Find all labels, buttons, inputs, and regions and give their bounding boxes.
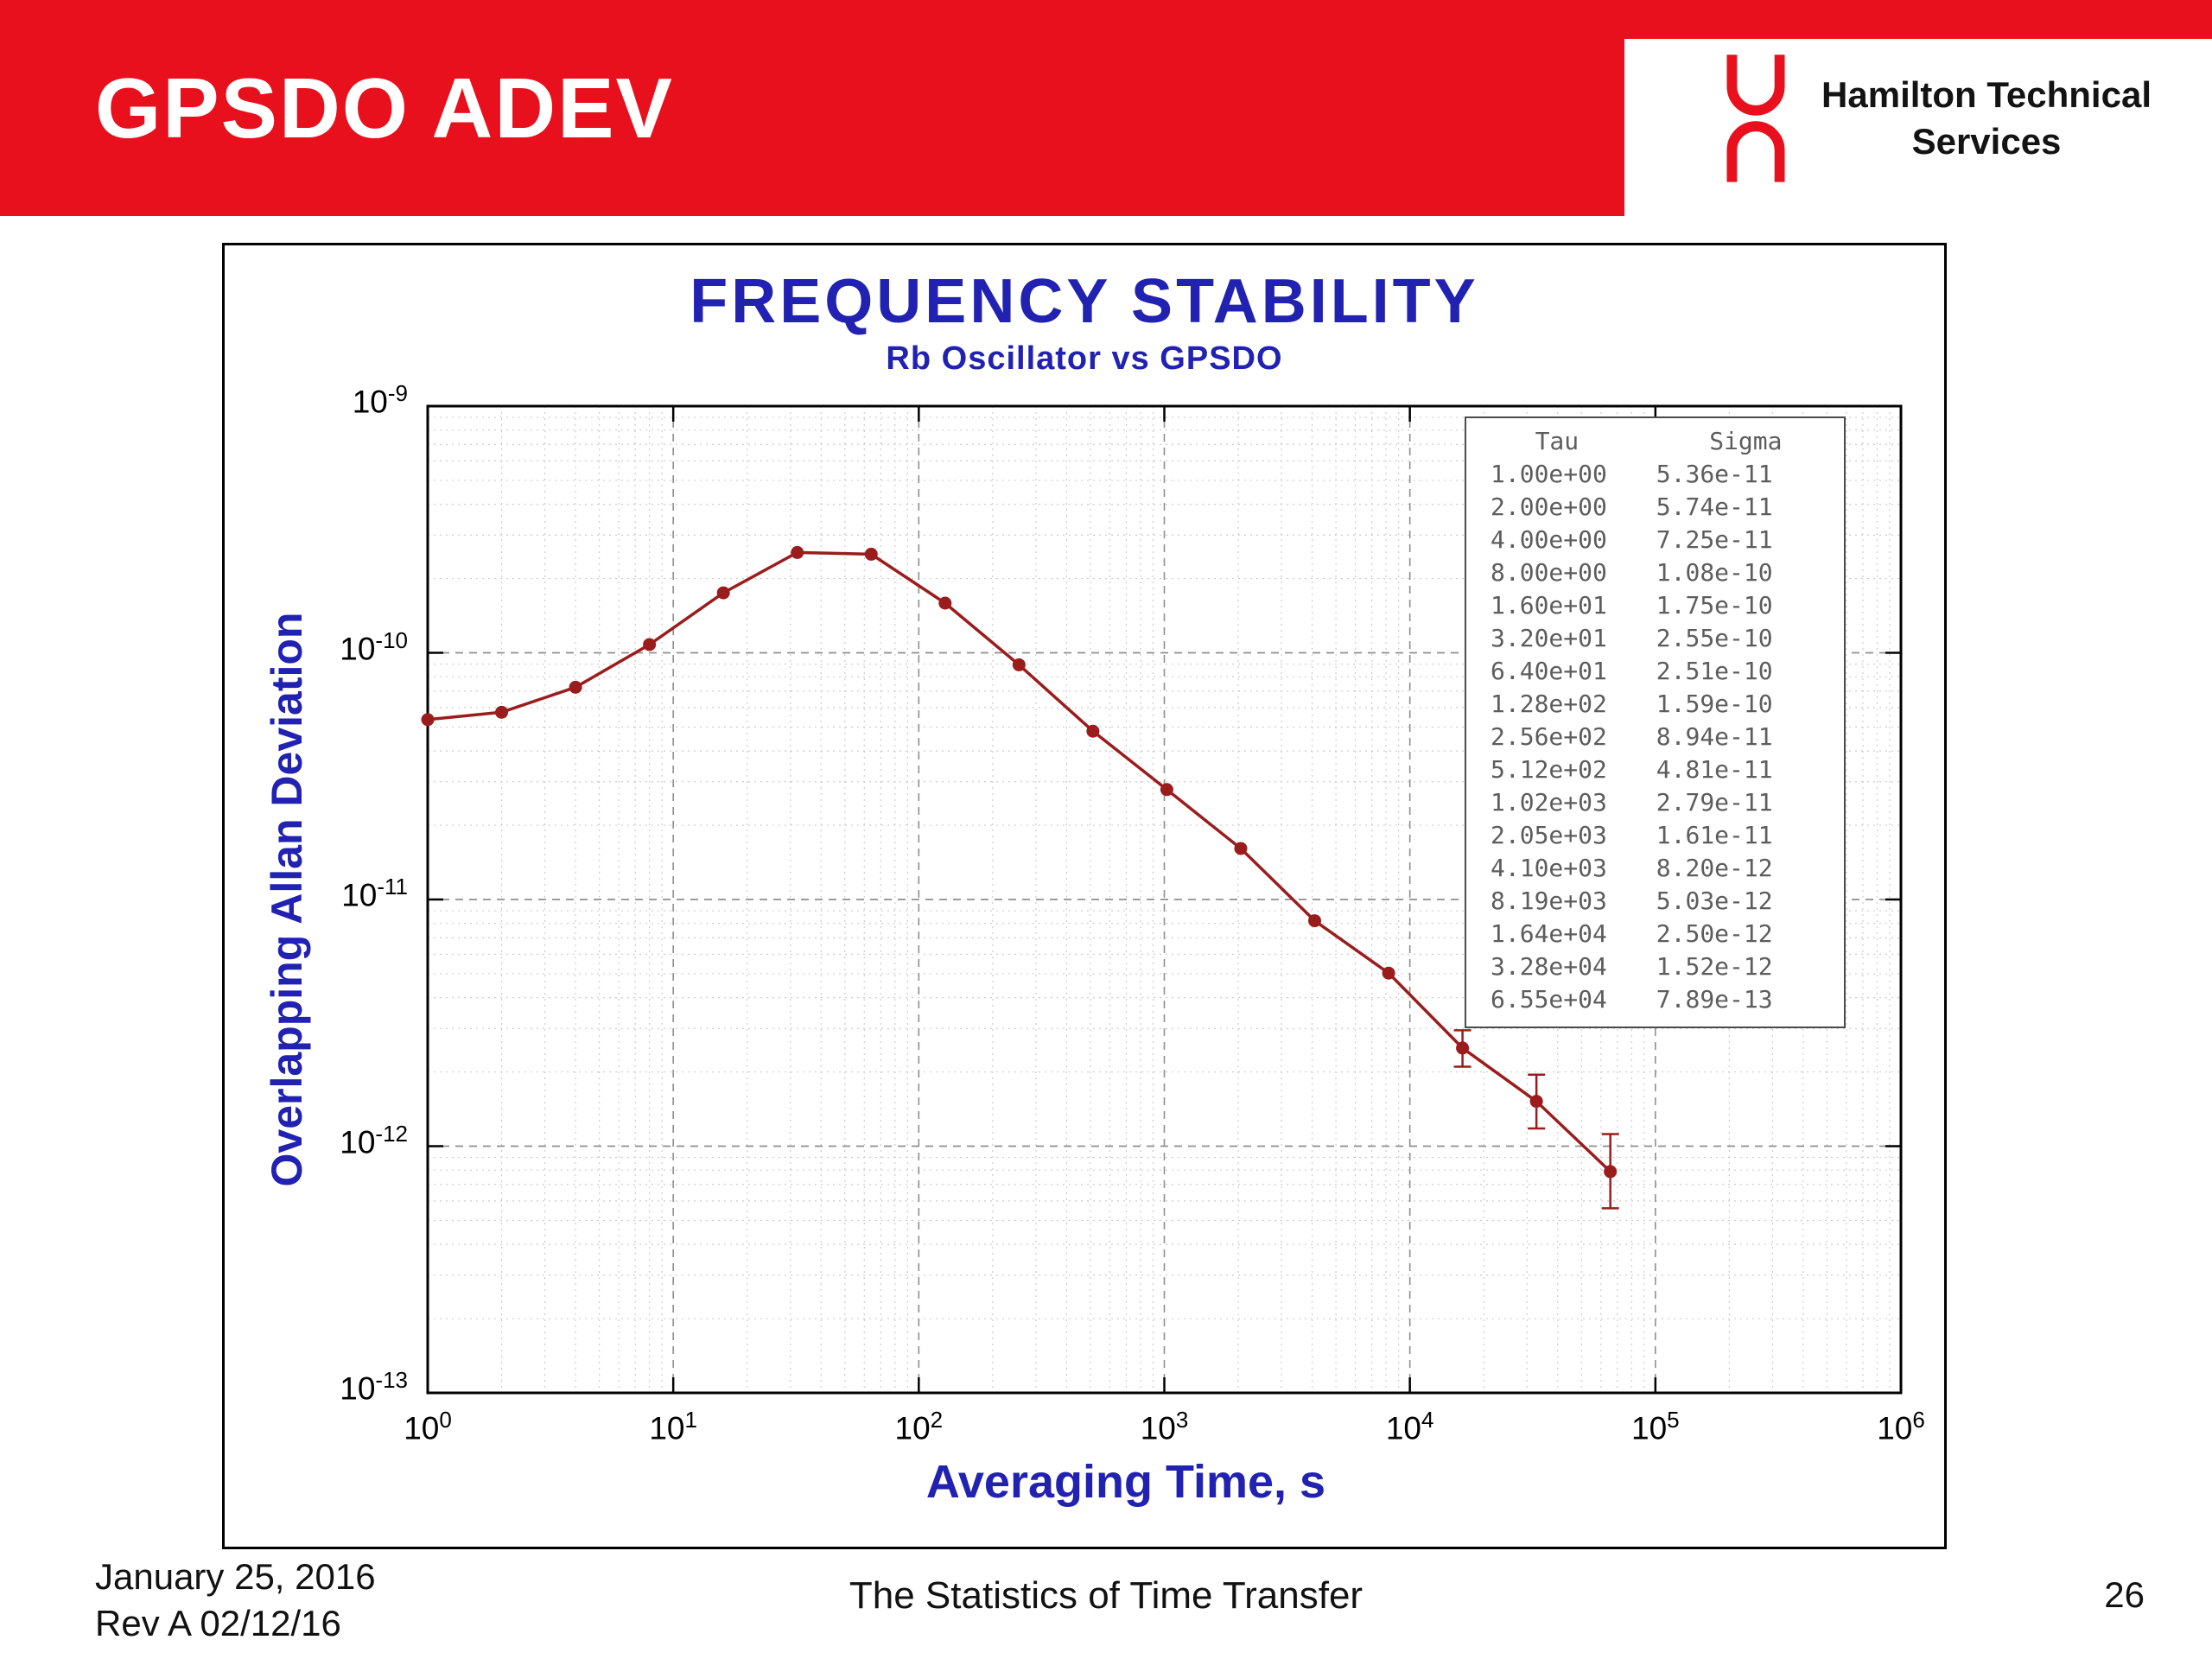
sigma-value: 5.36e-11 [1656, 460, 1773, 488]
title-banner: GPSDO ADEV [0, 0, 1624, 216]
tau-value: 6.40e+01 [1491, 657, 1607, 685]
tau-sigma-row: 1.00e+00 5.36e-11 [1466, 458, 1844, 491]
tau-header: Tau [1535, 427, 1580, 455]
tau-value: 5.12e+02 [1491, 755, 1607, 784]
sigma-value: 2.55e-10 [1656, 624, 1773, 652]
tau-sigma-row: 1.02e+03 2.79e-11 [1466, 786, 1844, 819]
tau-sigma-row: 6.40e+01 2.51e-10 [1466, 655, 1844, 688]
tau-sigma-row: 4.00e+00 7.25e-11 [1466, 524, 1844, 556]
sigma-value: 5.74e-11 [1656, 493, 1773, 521]
tau-sigma-row: 6.55e+04 7.89e-13 [1466, 983, 1844, 1016]
sigma-value: 7.25e-11 [1656, 525, 1773, 554]
footer-date-block: January 25, 2016 Rev A 02/12/16 [95, 1554, 376, 1647]
tau-sigma-row: 1.64e+04 2.50e-12 [1466, 918, 1844, 950]
chart-frame: FREQUENCY STABILITY Rb Oscillator vs GPS… [222, 243, 1947, 1549]
tau-sigma-row: 8.00e+00 1.08e-10 [1466, 556, 1844, 589]
tau-value: 1.02e+03 [1491, 788, 1607, 817]
tau-sigma-row: 2.56e+02 8.94e-11 [1466, 721, 1844, 753]
sigma-value: 7.89e-13 [1656, 985, 1773, 1014]
chart-canvas [421, 404, 1903, 1395]
x-axis-label-text: Averaging Time, s [925, 1456, 1326, 1508]
company-name-line1: Hamilton Technical [1821, 74, 2152, 115]
tau-value: 1.28e+02 [1491, 690, 1607, 718]
sigma-value: 1.59e-10 [1656, 690, 1773, 718]
tau-sigma-row: 4.10e+03 8.20e-12 [1466, 852, 1844, 885]
slide-title: GPSDO ADEV [95, 60, 674, 156]
sigma-value: 2.79e-11 [1656, 788, 1773, 817]
chart-subtitle: Rb Oscillator vs GPSDO [886, 340, 1283, 377]
sigma-value: 1.08e-10 [1656, 558, 1773, 587]
footer-date: January 25, 2016 [95, 1556, 376, 1597]
tau-sigma-table: Tau Sigma 1.00e+00 5.36e-11 2.00e+00 5.74e-11… [1465, 416, 1846, 1028]
company-name-line2: Services [1911, 121, 2062, 162]
tau-value: 8.00e+00 [1491, 558, 1607, 587]
tau-value: 6.55e+04 [1491, 985, 1607, 1014]
footer-title: The Statistics of Time Transfer [849, 1574, 1363, 1617]
tau-sigma-row: 5.12e+02 4.81e-11 [1466, 753, 1844, 786]
tau-value: 1.60e+01 [1491, 591, 1607, 620]
tau-sigma-row: 1.28e+02 1.59e-10 [1466, 688, 1844, 721]
y-axis-label: Overlapping Allan Deviation [263, 612, 311, 1187]
tau-value: 4.00e+00 [1491, 525, 1607, 554]
tau-value: 2.00e+00 [1491, 493, 1607, 521]
tau-sigma-row: 2.00e+00 5.74e-11 [1466, 491, 1844, 524]
tau-value: 4.10e+03 [1491, 854, 1607, 882]
tau-sigma-row: 3.28e+04 1.52e-12 [1466, 950, 1844, 983]
tau-value: 2.56e+02 [1491, 722, 1607, 751]
sigma-value: 1.75e-10 [1656, 591, 1773, 620]
company-logo: Hamilton Technical Services [1716, 50, 2152, 187]
tau-value: 1.00e+00 [1491, 460, 1607, 488]
sigma-value: 8.94e-11 [1656, 722, 1773, 751]
footer-revision: Rev A 02/12/16 [95, 1603, 341, 1643]
sigma-value: 8.20e-12 [1656, 854, 1773, 882]
sigma-value: 5.03e-12 [1656, 887, 1773, 915]
company-name: Hamilton Technical Services [1821, 72, 2152, 165]
tau-value: 1.64e+04 [1491, 919, 1607, 948]
tau-sigma-row: 8.19e+03 5.03e-12 [1466, 885, 1844, 918]
tau-value: 8.19e+03 [1491, 887, 1607, 915]
x-axis-label: Averaging Time, s [225, 1455, 2105, 1509]
page-number: 26 [2104, 1574, 2145, 1615]
tau-value: 2.05e+03 [1491, 821, 1607, 849]
tau-sigma-table-header: Tau Sigma [1466, 425, 1844, 458]
sigma-value: 2.50e-12 [1656, 919, 1773, 948]
sigma-value: 1.52e-12 [1656, 952, 1773, 981]
chart-title: FREQUENCY STABILITY [690, 267, 1479, 336]
sigma-value: 4.81e-11 [1656, 755, 1773, 784]
sigma-header: Sigma [1709, 427, 1783, 455]
tau-sigma-row: 1.60e+01 1.75e-10 [1466, 589, 1844, 622]
tau-sigma-row: 2.05e+03 1.61e-11 [1466, 819, 1844, 852]
tau-value: 3.20e+01 [1491, 624, 1607, 652]
sigma-value: 1.61e-11 [1656, 821, 1773, 849]
tau-value: 3.28e+04 [1491, 952, 1607, 981]
tau-sigma-row: 3.20e+01 2.55e-10 [1466, 622, 1844, 655]
hts-logo-icon [1726, 54, 1785, 182]
sigma-value: 2.51e-10 [1656, 657, 1773, 685]
